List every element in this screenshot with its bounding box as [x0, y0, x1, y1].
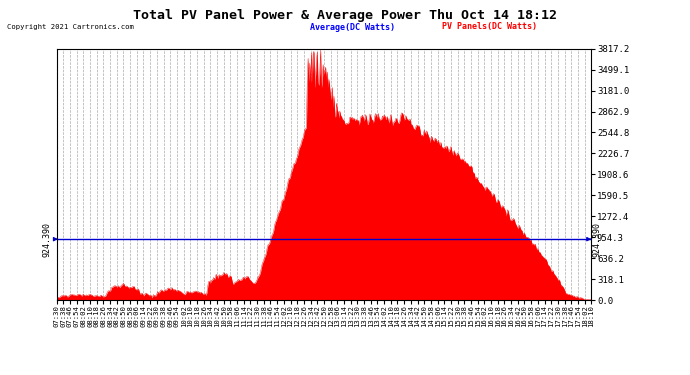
- Text: 924.390: 924.390: [593, 222, 602, 256]
- Text: Average(DC Watts): Average(DC Watts): [310, 22, 395, 32]
- Text: Total PV Panel Power & Average Power Thu Oct 14 18:12: Total PV Panel Power & Average Power Thu…: [133, 9, 557, 22]
- Text: PV Panels(DC Watts): PV Panels(DC Watts): [442, 22, 537, 32]
- Text: Copyright 2021 Cartronics.com: Copyright 2021 Cartronics.com: [7, 24, 134, 30]
